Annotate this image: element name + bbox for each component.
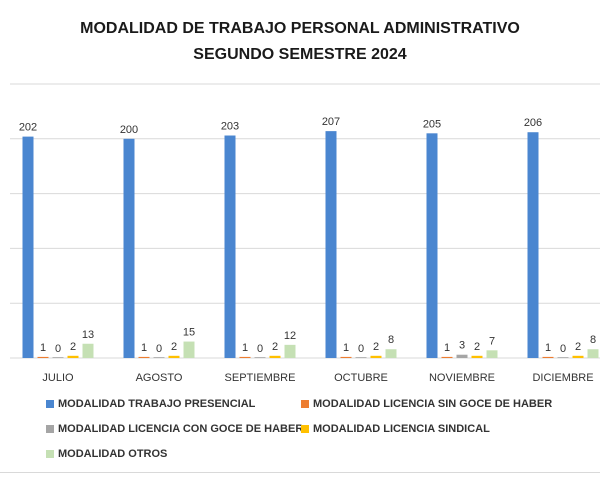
legend-item: MODALIDAD LICENCIA CON GOCE DE HABER <box>46 423 303 435</box>
bar <box>183 341 195 358</box>
data-label: 8 <box>388 334 394 346</box>
bar <box>37 356 49 358</box>
legend-swatch <box>301 425 309 433</box>
x-tick-label: NOVIEMBRE <box>429 372 495 384</box>
data-label: 0 <box>156 343 162 355</box>
bar <box>138 356 150 358</box>
bar <box>471 355 483 358</box>
bar <box>340 356 352 358</box>
chart-bottom-border <box>0 472 600 473</box>
legend-label: MODALIDAD LICENCIA SIN GOCE DE HABER <box>313 398 553 410</box>
bar <box>82 343 94 358</box>
data-label: 0 <box>560 343 566 355</box>
bar <box>486 350 498 358</box>
bar <box>587 349 599 358</box>
data-label: 1 <box>141 342 147 354</box>
legend-swatch <box>46 400 54 408</box>
data-label: 0 <box>257 343 263 355</box>
legend-label: MODALIDAD LICENCIA SINDICAL <box>313 423 490 435</box>
legend-label: MODALIDAD LICENCIA CON GOCE DE HABER <box>58 423 304 435</box>
x-tick-label: JULIO <box>42 372 74 384</box>
data-label: 0 <box>55 343 61 355</box>
legend-label: MODALIDAD OTROS <box>58 448 168 460</box>
bar <box>168 355 180 358</box>
x-tick-label: AGOSTO <box>136 372 183 384</box>
data-label: 12 <box>284 330 296 342</box>
data-label: 207 <box>322 116 340 128</box>
chart-subtitle: SEGUNDO SEMESTRE 2024 <box>193 46 407 63</box>
x-tick-label: SEPTIEMBRE <box>225 372 296 384</box>
legend-swatch <box>46 425 54 433</box>
legend-item: MODALIDAD LICENCIA SIN GOCE DE HABER <box>301 398 552 410</box>
bar <box>224 135 236 358</box>
legend-item: MODALIDAD TRABAJO PRESENCIAL <box>46 398 255 410</box>
data-label: 0 <box>358 343 364 355</box>
bar <box>254 357 266 358</box>
data-label: 1 <box>444 342 450 354</box>
data-label: 1 <box>343 342 349 354</box>
legend-item: MODALIDAD LICENCIA SINDICAL <box>301 423 490 435</box>
bar <box>239 356 251 358</box>
bar <box>527 132 539 358</box>
bar <box>67 355 79 358</box>
data-label: 205 <box>423 118 441 130</box>
bar <box>325 131 337 358</box>
bar <box>269 355 281 358</box>
data-label: 7 <box>489 335 495 347</box>
bar <box>52 357 64 358</box>
bar <box>557 357 569 358</box>
data-label: 1 <box>545 342 551 354</box>
data-label: 3 <box>459 340 465 352</box>
chart-title: MODALIDAD DE TRABAJO PERSONAL ADMINISTRA… <box>80 20 520 37</box>
legend-swatch <box>301 400 309 408</box>
data-label: 206 <box>524 117 542 129</box>
data-label: 15 <box>183 327 195 339</box>
data-label: 2 <box>575 341 581 353</box>
data-label: 2 <box>373 341 379 353</box>
bar <box>355 357 367 358</box>
bar <box>284 344 296 358</box>
data-label: 2 <box>171 341 177 353</box>
data-label: 8 <box>590 334 596 346</box>
bar <box>441 356 453 358</box>
data-label: 1 <box>242 342 248 354</box>
bar <box>153 357 165 358</box>
x-tick-label: DICIEMBRE <box>532 372 593 384</box>
data-label: 2 <box>474 341 480 353</box>
bar <box>456 354 468 358</box>
data-label: 200 <box>120 124 138 136</box>
legend-swatch <box>46 450 54 458</box>
bar <box>370 355 382 358</box>
bar <box>572 355 584 358</box>
x-tick-label: OCTUBRE <box>334 372 388 384</box>
legend-item: MODALIDAD OTROS <box>46 448 167 460</box>
data-label: 202 <box>19 122 37 134</box>
bar <box>22 136 34 358</box>
data-label: 203 <box>221 121 239 133</box>
data-label: 1 <box>40 342 46 354</box>
bar <box>385 349 397 358</box>
data-label: 13 <box>82 329 94 341</box>
bar <box>542 356 554 358</box>
bar <box>123 138 135 358</box>
legend-label: MODALIDAD TRABAJO PRESENCIAL <box>58 398 256 410</box>
data-label: 2 <box>70 341 76 353</box>
data-label: 2 <box>272 341 278 353</box>
bar <box>426 133 438 358</box>
